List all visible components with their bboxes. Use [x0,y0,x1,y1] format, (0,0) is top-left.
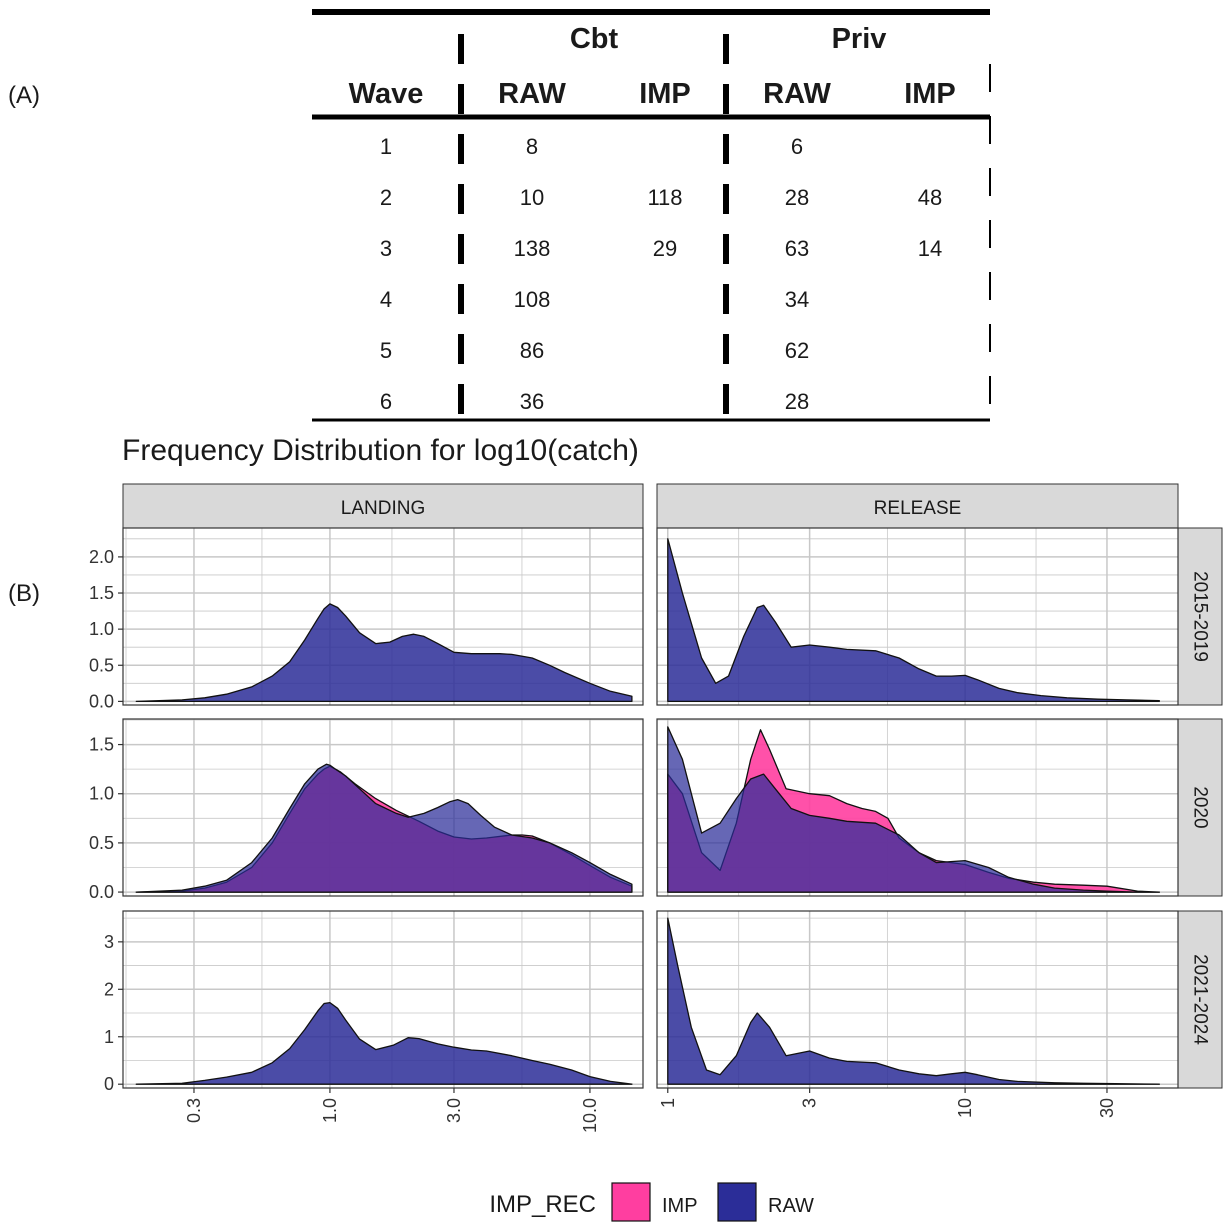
facet-strip-2015-2019 [1177,527,1223,706]
facet-strip-label: 2021-2024 [1190,954,1211,1045]
table-column-header: RAW [763,78,831,110]
table-group-priv: Priv [832,23,887,55]
x-tick-label: 10.0 [580,1098,600,1133]
table-cell: 86 [520,338,544,363]
facet-strip-label: 2015-2019 [1190,571,1211,662]
table-cell: 1 [380,134,392,159]
x-tick-label: 30 [1097,1098,1117,1118]
table-cell: 10 [520,185,544,210]
panel-areas [135,603,633,703]
table-cell: 63 [785,236,809,261]
legend-label-raw: RAW [768,1195,814,1217]
panel-areas [667,538,1160,703]
y-tick-label: 0 [104,1074,114,1094]
y-tick-label: 1.0 [89,784,114,804]
table-column-header: IMP [904,78,956,110]
panel-label-b: (B) [8,580,40,607]
facet-strip-2020 [1177,718,1223,897]
y-tick-label: 1.0 [89,619,114,639]
facet-strip-2021-2024 [1177,910,1223,1089]
panel-areas [135,763,633,893]
panel-border [656,527,1179,706]
facet-strip-release [656,483,1179,529]
panel-border [122,718,644,897]
table-column-header: IMP [639,78,691,110]
table-cell: 6 [791,134,803,159]
x-tick-label: 1 [658,1098,678,1108]
y-tick-label: 0.0 [89,691,114,711]
density-area-raw [135,763,633,893]
table-cell: 28 [785,389,809,414]
table-cell: 5 [380,338,392,363]
facet-strip-label: 2020 [1190,786,1211,828]
y-tick-label: 2.0 [89,547,114,567]
legend-label-imp: IMP [662,1195,698,1217]
table-cell: 14 [918,236,942,261]
table-cell: 2 [380,185,392,210]
x-tick-label: 3 [800,1098,820,1108]
chart-title: Frequency Distribution for log10(catch) [122,434,639,467]
wave-count-table: Cbt Priv Wave RAW IMP RAW IMP 1 8 6 2 10 118 28 48 3 138… [310,8,992,424]
legend-swatch-raw [717,1182,757,1222]
y-tick-label: 1.5 [89,583,114,603]
table-column-header: Wave [349,78,424,110]
panel-areas [667,726,1160,893]
y-tick-label: 0.5 [89,833,114,853]
x-tick-label: 3.0 [444,1098,464,1123]
density-area-raw [135,603,633,703]
table-cell: 108 [514,287,551,312]
legend-title: IMP_REC [489,1191,596,1218]
y-tick-label: 0.5 [89,655,114,675]
panel-border [656,718,1179,897]
density-area-raw [667,538,1160,703]
table-column-header: RAW [498,78,566,110]
x-tick-label: 10 [955,1098,975,1118]
table-cell: 36 [520,389,544,414]
density-area-raw [667,726,1160,893]
y-tick-label: 3 [104,932,114,952]
table-cell: 6 [380,389,392,414]
table-group-cbt: Cbt [570,23,619,55]
panel-areas [135,1001,633,1085]
panel-areas [667,917,1160,1085]
facet-strip-label: RELEASE [874,498,962,519]
panel-border [122,527,644,706]
y-tick-label: 1 [104,1027,114,1047]
table-cell: 28 [785,185,809,210]
table-cell: 118 [647,185,682,210]
facet-strip-landing [122,483,644,529]
chart-svg: LANDING RELEASE 2015-2019 2020 2021-2024 0.0 0… [89,483,1223,1222]
y-tick-label: 1.5 [89,735,114,755]
density-area-raw [667,917,1160,1085]
x-tick-label: 0.3 [184,1098,204,1123]
x-tick-label: 1.0 [320,1098,340,1123]
table-cell: 4 [380,287,392,312]
density-facet-chart: LANDING RELEASE 2015-2019 2020 2021-2024 0.0 0… [0,478,1225,1228]
panel-label-a: (A) [8,82,40,109]
table-cell: 34 [785,287,809,312]
table-cell: 3 [380,236,392,261]
table-cell: 62 [785,338,809,363]
facet-strip-label: LANDING [341,498,425,519]
y-tick-label: 0.0 [89,882,114,902]
y-tick-label: 2 [104,979,114,999]
panel-border [656,910,1179,1089]
legend-swatch-imp [611,1182,651,1222]
table-cell: 138 [514,236,551,261]
density-area-raw [135,1001,633,1085]
panel-border [122,910,644,1089]
table-cell: 29 [653,236,677,261]
table-cell: 48 [918,185,942,210]
table-cell: 8 [526,134,538,159]
